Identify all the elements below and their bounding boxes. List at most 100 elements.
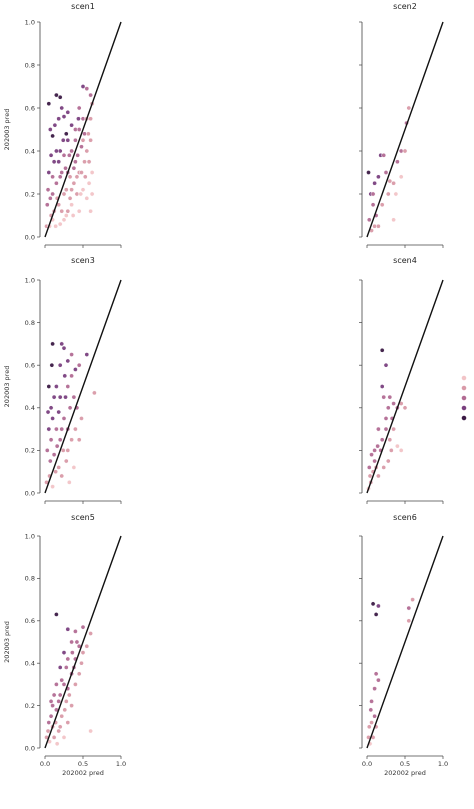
- scatter-point: [370, 202, 376, 208]
- scatter-point: [59, 426, 65, 432]
- scatter-point: [85, 131, 91, 137]
- y-tick-label: 0.0: [25, 489, 35, 497]
- x-axis-label: 202002 pred: [62, 769, 104, 777]
- reference-line: [366, 21, 444, 238]
- x-axis-label: 202002 pred: [384, 769, 426, 777]
- scatter-point: [69, 187, 74, 193]
- scatter-point: [60, 137, 66, 143]
- scatter-point: [46, 720, 52, 725]
- scatter-point: [75, 152, 81, 158]
- y-axis-label: 202003 pred: [3, 621, 11, 663]
- scatter-point: [76, 116, 81, 122]
- scatter-point: [53, 469, 58, 475]
- y-tick-label: 1.0: [25, 18, 35, 26]
- scatter-point: [63, 165, 68, 171]
- x-tick-label: 0.5: [400, 760, 410, 768]
- scatter-point: [57, 174, 63, 180]
- scatter-point: [71, 165, 77, 171]
- scatter-point: [73, 629, 78, 634]
- scatter-point: [88, 728, 93, 734]
- scatter-point: [379, 384, 385, 389]
- scatter-point: [65, 358, 71, 364]
- legend-marker: [461, 395, 467, 401]
- hue-legend: [461, 375, 467, 421]
- scatter-point: [398, 174, 404, 180]
- scatter-point: [387, 178, 393, 184]
- scatter-point: [89, 191, 95, 197]
- scatter-point: [383, 362, 389, 368]
- scatter-point: [86, 180, 92, 186]
- reference-line: [44, 21, 122, 238]
- scatter-point: [52, 122, 58, 128]
- scatter-point: [48, 152, 54, 158]
- scatter-point: [61, 650, 67, 655]
- scatter-point: [366, 465, 372, 470]
- scatter-point: [86, 159, 92, 165]
- scatter-point: [369, 720, 374, 725]
- scatter-point: [57, 362, 63, 368]
- scatter-point: [391, 217, 396, 223]
- scatter-point: [373, 612, 379, 617]
- scatter-point: [73, 159, 78, 165]
- x-tick-label: 1.0: [116, 760, 126, 768]
- scatter-point: [54, 384, 59, 389]
- x-tick-label: 0.0: [40, 760, 50, 768]
- scatter-point: [61, 682, 67, 687]
- y-axis-label: 202003 pred: [3, 109, 11, 151]
- scatter-point: [69, 122, 74, 128]
- scatter-point: [367, 473, 373, 479]
- scatter-point: [59, 473, 65, 479]
- scatter-point: [76, 437, 82, 443]
- scatter-point: [63, 394, 68, 400]
- scatter-point: [65, 448, 71, 453]
- scatter-point: [66, 692, 72, 698]
- scatter-point: [73, 367, 78, 372]
- scatter-point: [50, 133, 55, 139]
- scatter-point: [391, 426, 396, 432]
- scatter-point: [88, 137, 93, 143]
- scatter-point: [79, 660, 84, 666]
- panel-title: scen2: [393, 2, 417, 11]
- scatter-point: [376, 223, 381, 229]
- scatter-point: [80, 624, 86, 630]
- legend-marker: [461, 375, 467, 381]
- scatter-point: [381, 465, 387, 470]
- scatter-point: [53, 223, 58, 229]
- scatter-point: [375, 443, 380, 449]
- scatter-point: [71, 465, 77, 470]
- scatter-point: [366, 217, 372, 223]
- scatter-point: [69, 639, 74, 645]
- scatter-point: [50, 191, 55, 197]
- panel-scen6: scen6 0.0 0.5 1.0 202002 pred: [359, 513, 448, 777]
- scatter-point: [366, 724, 372, 730]
- scatter-point: [59, 208, 65, 214]
- scatter-point: [61, 217, 67, 223]
- scatter-point: [67, 195, 73, 201]
- scatter-point: [376, 677, 381, 683]
- scatter-point: [54, 682, 59, 687]
- scatter-point: [54, 612, 59, 617]
- y-axis-label: 202003 pred: [3, 366, 11, 408]
- scatter-point: [402, 405, 408, 411]
- scatter-point: [80, 650, 86, 655]
- y-tick-label: 0.4: [25, 660, 35, 668]
- legend-marker: [461, 385, 467, 391]
- scatter-point: [63, 665, 69, 670]
- scatter-point: [63, 131, 69, 137]
- scatter-point: [46, 384, 52, 389]
- scatter-point: [54, 92, 59, 98]
- panel-title: scen4: [393, 256, 417, 265]
- y-tick-label: 1.0: [25, 276, 35, 284]
- scatter-point: [61, 345, 67, 351]
- scatter-point: [69, 202, 74, 208]
- scatter-point: [51, 394, 57, 400]
- scatter-point: [50, 484, 55, 489]
- scatter-point: [89, 170, 95, 175]
- scatter-point: [88, 116, 93, 122]
- scatter-point: [69, 148, 74, 154]
- scatter-point: [88, 92, 93, 98]
- scatter-point: [82, 174, 88, 180]
- scatter-point: [46, 170, 52, 175]
- scatter-point: [61, 735, 67, 740]
- reference-line: [366, 535, 444, 749]
